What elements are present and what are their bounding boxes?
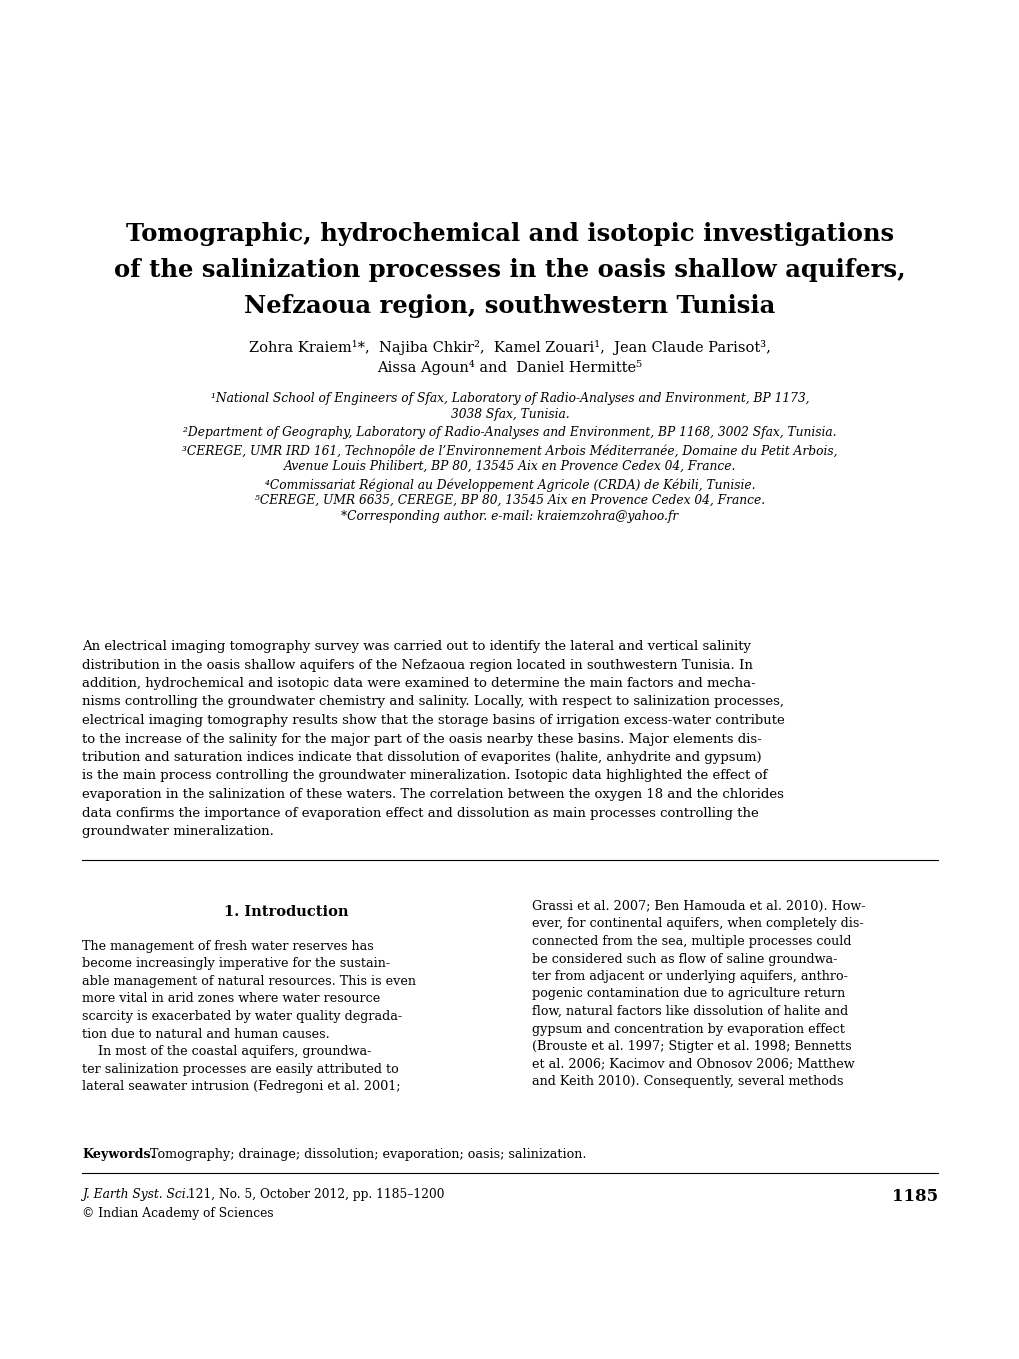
Text: © Indian Academy of Sciences: © Indian Academy of Sciences [82, 1207, 273, 1220]
Text: et al. 2006; Kacimov and Obnosov 2006; Matthew: et al. 2006; Kacimov and Obnosov 2006; M… [532, 1057, 854, 1071]
Text: more vital in arid zones where water resource: more vital in arid zones where water res… [82, 992, 380, 1006]
Text: 121, No. 5, October 2012, pp. 1185–1200: 121, No. 5, October 2012, pp. 1185–1200 [183, 1188, 444, 1201]
Text: ²Department of Geography, Laboratory of Radio-Analyses and Environment, BP 1168,: ²Department of Geography, Laboratory of … [183, 425, 836, 439]
Text: become increasingly imperative for the sustain-: become increasingly imperative for the s… [82, 958, 389, 970]
Text: data confirms the importance of evaporation effect and dissolution as main proce: data confirms the importance of evaporat… [82, 806, 758, 819]
Text: An electrical imaging tomography survey was carried out to identify the lateral : An electrical imaging tomography survey … [82, 640, 750, 654]
Text: ³CEREGE, UMR IRD 161, Technopôle de l’Environnement Arbois Méditerranée, Domaine: ³CEREGE, UMR IRD 161, Technopôle de l’En… [182, 444, 837, 458]
Text: Avenue Louis Philibert, BP 80, 13545 Aix en Provence Cedex 04, France.: Avenue Louis Philibert, BP 80, 13545 Aix… [283, 459, 736, 473]
Text: flow, natural factors like dissolution of halite and: flow, natural factors like dissolution o… [532, 1006, 848, 1018]
Text: gypsum and concentration by evaporation effect: gypsum and concentration by evaporation … [532, 1022, 844, 1036]
Text: nisms controlling the groundwater chemistry and salinity. Locally, with respect : nisms controlling the groundwater chemis… [82, 696, 784, 708]
Text: addition, hydrochemical and isotopic data were examined to determine the main fa: addition, hydrochemical and isotopic dat… [82, 677, 755, 690]
Text: 1185: 1185 [891, 1188, 937, 1205]
Text: ever, for continental aquifers, when completely dis-: ever, for continental aquifers, when com… [532, 917, 863, 931]
Text: Nefzaoua region, southwestern Tunisia: Nefzaoua region, southwestern Tunisia [245, 294, 774, 318]
Text: ¹National School of Engineers of Sfax, Laboratory of Radio-Analyses and Environm: ¹National School of Engineers of Sfax, L… [211, 391, 808, 405]
Text: and Keith 2010). Consequently, several methods: and Keith 2010). Consequently, several m… [532, 1075, 843, 1089]
Text: *Corresponding author. e-mail: kraiemzohra@yahoo.fr: *Corresponding author. e-mail: kraiemzoh… [341, 510, 678, 523]
Text: Tomography; drainage; dissolution; evaporation; oasis; salinization.: Tomography; drainage; dissolution; evapo… [150, 1148, 586, 1161]
Text: 3038 Sfax, Tunisia.: 3038 Sfax, Tunisia. [450, 408, 569, 421]
Text: J. Earth Syst. Sci.: J. Earth Syst. Sci. [82, 1188, 190, 1201]
Text: Keywords.: Keywords. [82, 1148, 155, 1161]
Text: electrical imaging tomography results show that the storage basins of irrigation: electrical imaging tomography results sh… [82, 713, 784, 727]
Text: ⁵CEREGE, UMR 6635, CEREGE, BP 80, 13545 Aix en Provence Cedex 04, France.: ⁵CEREGE, UMR 6635, CEREGE, BP 80, 13545 … [255, 495, 764, 507]
Text: ter salinization processes are easily attributed to: ter salinization processes are easily at… [82, 1063, 398, 1075]
Text: groundwater mineralization.: groundwater mineralization. [82, 825, 274, 839]
Text: is the main process controlling the groundwater mineralization. Isotopic data hi: is the main process controlling the grou… [82, 769, 766, 783]
Text: pogenic contamination due to agriculture return: pogenic contamination due to agriculture… [532, 988, 845, 1000]
Text: In most of the coastal aquifers, groundwa-: In most of the coastal aquifers, groundw… [82, 1045, 371, 1059]
Text: lateral seawater intrusion (Fedregoni et al. 2001;: lateral seawater intrusion (Fedregoni et… [82, 1080, 400, 1093]
Text: able management of natural resources. This is even: able management of natural resources. Th… [82, 974, 416, 988]
Text: evaporation in the salinization of these waters. The correlation between the oxy: evaporation in the salinization of these… [82, 788, 784, 800]
Text: ⁴Commissariat Régional au Développement Agricole (CRDA) de Kébili, Tunisie.: ⁴Commissariat Régional au Développement … [265, 478, 754, 492]
Text: scarcity is exacerbated by water quality degrada-: scarcity is exacerbated by water quality… [82, 1010, 401, 1023]
Text: ter from adjacent or underlying aquifers, anthro-: ter from adjacent or underlying aquifers… [532, 970, 847, 983]
Text: Grassi et al. 2007; Ben Hamouda et al. 2010). How-: Grassi et al. 2007; Ben Hamouda et al. 2… [532, 900, 865, 913]
Text: Tomographic, hydrochemical and isotopic investigations: Tomographic, hydrochemical and isotopic … [125, 222, 894, 246]
Text: tribution and saturation indices indicate that dissolution of evaporites (halite: tribution and saturation indices indicat… [82, 752, 761, 764]
Text: 1. Introduction: 1. Introduction [223, 905, 347, 919]
Text: to the increase of the salinity for the major part of the oasis nearby these bas: to the increase of the salinity for the … [82, 733, 761, 746]
Text: Zohra Kraiem¹*,  Najiba Chkir²,  Kamel Zouari¹,  Jean Claude Parisot³,: Zohra Kraiem¹*, Najiba Chkir², Kamel Zou… [249, 340, 770, 355]
Text: of the salinization processes in the oasis shallow aquifers,: of the salinization processes in the oas… [114, 258, 905, 283]
Text: distribution in the oasis shallow aquifers of the Nefzaoua region located in sou: distribution in the oasis shallow aquife… [82, 659, 752, 671]
Text: (Brouste et al. 1997; Stigter et al. 1998; Bennetts: (Brouste et al. 1997; Stigter et al. 199… [532, 1040, 851, 1053]
Text: be considered such as flow of saline groundwa-: be considered such as flow of saline gro… [532, 953, 837, 965]
Text: connected from the sea, multiple processes could: connected from the sea, multiple process… [532, 935, 851, 949]
Text: The management of fresh water reserves has: The management of fresh water reserves h… [82, 940, 373, 953]
Text: tion due to natural and human causes.: tion due to natural and human causes. [82, 1027, 329, 1041]
Text: Aissa Agoun⁴ and  Daniel Hermitte⁵: Aissa Agoun⁴ and Daniel Hermitte⁵ [377, 360, 642, 375]
